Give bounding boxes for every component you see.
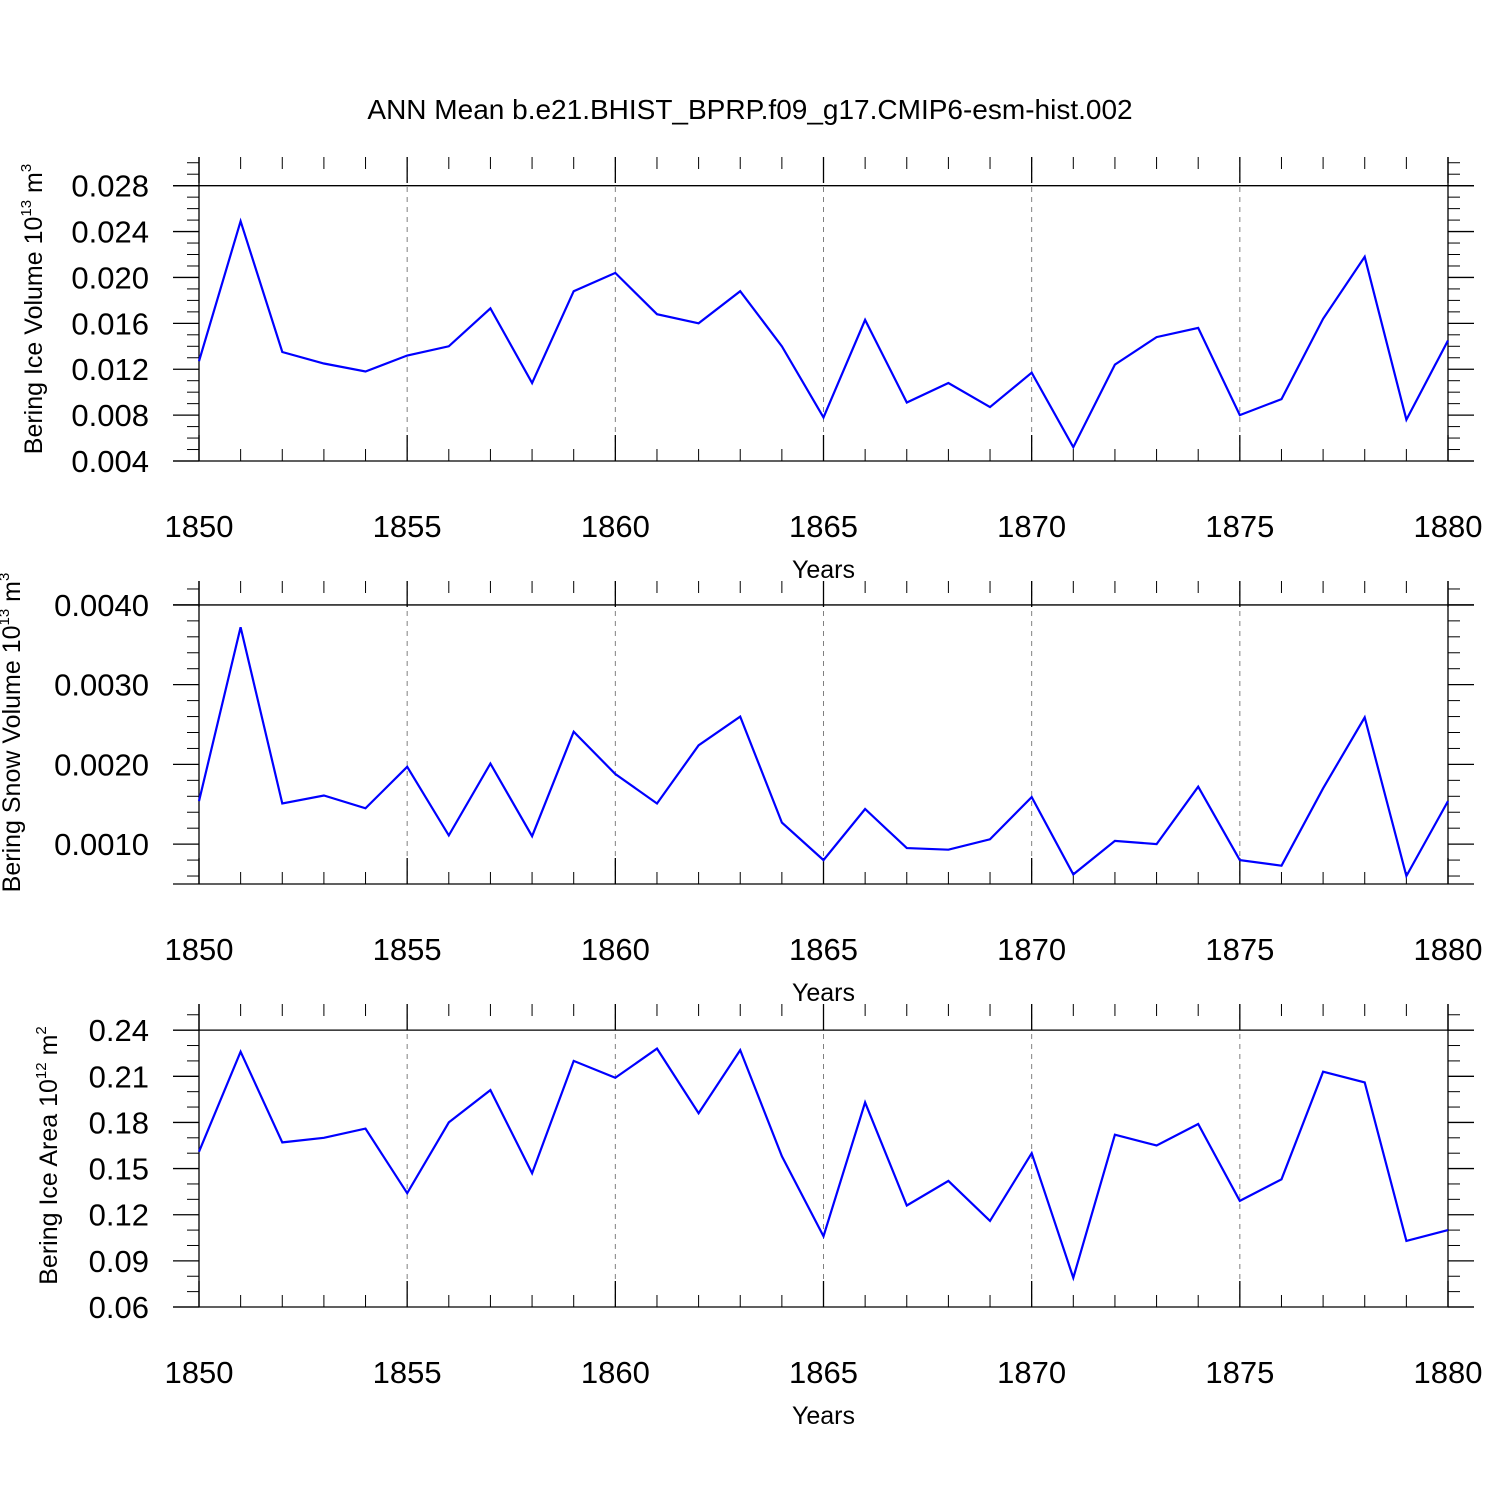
- y-tick-label: 0.004: [71, 444, 149, 479]
- chart-panel-3: 0.06 0.09 0.12 0.15 0.18 0.21 0.24 1850 1855 1860…: [33, 1004, 1482, 1430]
- y-tick-label: 0.0030: [54, 668, 149, 703]
- x-tick-label: 1875: [1205, 932, 1274, 967]
- y-tick-label: 0.0010: [54, 827, 149, 862]
- x-tick-label: 1855: [373, 509, 442, 544]
- x-tick-label: 1860: [581, 509, 650, 544]
- chart-panel-2: 0.0010 0.0020 0.0030 0.0040 1850 1855 1860 1865…: [0, 573, 1482, 1007]
- x-tick-label: 1865: [789, 509, 858, 544]
- x-tick-label: 1875: [1205, 1355, 1274, 1390]
- figure-title: ANN Mean b.e21.BHIST_BPRP.f09_g17.CMIP6-…: [367, 94, 1132, 125]
- x-axis-title: Years: [792, 556, 855, 584]
- y-tick-label: 0.016: [71, 306, 149, 341]
- y-tick-label: 0.12: [89, 1198, 149, 1233]
- y-axis-title: Bering Ice Area 1012 m2: [33, 1026, 63, 1285]
- y-tick-label: 0.09: [89, 1244, 149, 1279]
- y-tick-label: 0.15: [89, 1152, 149, 1187]
- x-tick-label: 1860: [581, 932, 650, 967]
- x-tick-label: 1860: [581, 1355, 650, 1390]
- y-tick-label: 0.008: [71, 398, 149, 433]
- x-tick-label: 1850: [165, 932, 234, 967]
- x-tick-label: 1865: [789, 932, 858, 967]
- x-tick-label: 1870: [997, 932, 1066, 967]
- series-line: [197, 1047, 1449, 1282]
- y-tick-label: 0.18: [89, 1105, 149, 1140]
- y-tick-label: 0.028: [71, 169, 149, 204]
- y-tick-label: 0.012: [71, 352, 149, 387]
- series-line: [197, 626, 1449, 879]
- y-tick-label: 0.0020: [54, 747, 149, 782]
- y-tick-label: 0.024: [71, 215, 149, 250]
- x-tick-label: 1875: [1205, 509, 1274, 544]
- x-tick-label: 1880: [1414, 932, 1483, 967]
- y-tick-label: 0.020: [71, 260, 149, 295]
- x-tick-label: 1855: [373, 1355, 442, 1390]
- x-tick-label: 1880: [1414, 509, 1483, 544]
- x-tick-label: 1880: [1414, 1355, 1483, 1390]
- x-tick-label: 1850: [165, 1355, 234, 1390]
- panels-group: 0.004 0.008 0.012 0.016 0.020 0.024 0.028 1850 1…: [0, 157, 1482, 1430]
- series-line: [197, 217, 1449, 450]
- x-axis-title: Years: [792, 1402, 855, 1430]
- y-tick-label: 0.06: [89, 1290, 149, 1325]
- x-tick-label: 1870: [997, 509, 1066, 544]
- chart-panel-1: 0.004 0.008 0.012 0.016 0.020 0.024 0.028 1850 1…: [18, 157, 1482, 584]
- x-tick-label: 1870: [997, 1355, 1066, 1390]
- x-tick-label: 1865: [789, 1355, 858, 1390]
- y-tick-label: 0.21: [89, 1059, 149, 1094]
- y-tick-label: 0.24: [89, 1013, 149, 1048]
- x-axis-title: Years: [792, 979, 855, 1007]
- x-tick-label: 1850: [165, 509, 234, 544]
- y-axis-title: Bering Snow Volume 1013 m3: [0, 573, 26, 893]
- y-tick-label: 0.0040: [54, 588, 149, 623]
- x-tick-label: 1855: [373, 932, 442, 967]
- y-axis-title: Bering Ice Volume 1013 m3: [18, 164, 48, 454]
